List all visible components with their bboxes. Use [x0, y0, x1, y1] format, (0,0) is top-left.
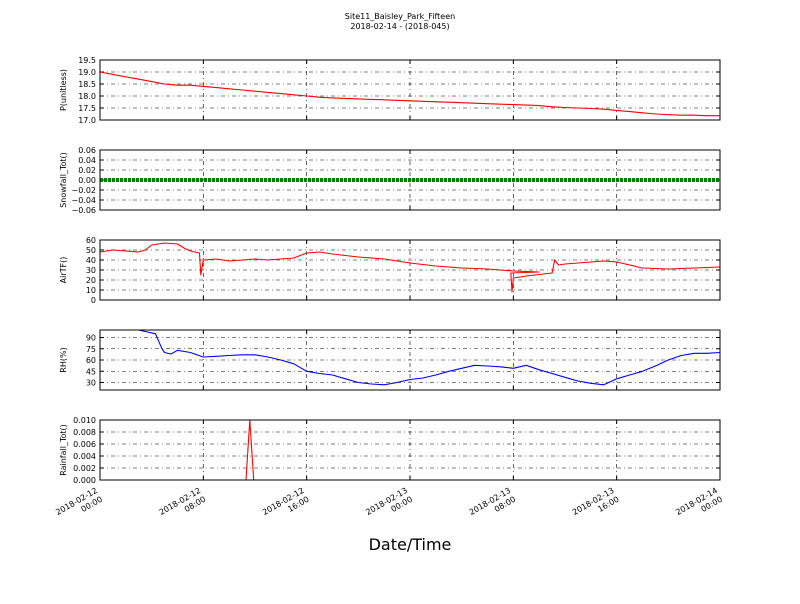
y-tick-label: 60 [86, 236, 96, 245]
series-line-4-1 [100, 329, 721, 386]
y-tick-label: 10 [86, 286, 96, 295]
y-tick-label: 0.004 [73, 452, 96, 461]
y-tick-label: 30 [86, 379, 96, 388]
y-tick-label: 0.008 [73, 428, 96, 437]
y-tick-label: 0.010 [73, 416, 96, 425]
y-axis-label: Rainfall_Tot() [59, 424, 68, 476]
chart-panel-1: 17.0 17.5 18.0 18.5 19.0 19.5 P(unitless) [59, 56, 721, 125]
y-axis-label: RH(%) [59, 347, 68, 372]
y-axis-label: P(unitless) [59, 69, 68, 111]
y-tick-label: 45 [86, 367, 96, 376]
y-tick-label: 50 [86, 246, 96, 255]
series-line-1-1 [99, 71, 720, 117]
y-tick-label: 19.5 [78, 56, 96, 65]
series-line-3-1 [99, 242, 721, 293]
chart-panel-5: 0.000 0.002 0.004 0.006 0.008 0.010 Rainfall_T… [59, 416, 721, 485]
y-tick-label: −0.06 [71, 206, 96, 215]
y-tick-label: 17.5 [78, 104, 96, 113]
y-tick-label: 19.0 [78, 68, 96, 77]
chart-panel-2: −0.06−0.04−0.020.000.020.040.06 Snowfall_… [59, 146, 721, 215]
y-axis-label: Snowfall_Tot() [59, 152, 68, 208]
y-tick-label: 40 [86, 256, 96, 265]
y-tick-label: 0.00 [78, 176, 96, 185]
y-tick-label: 18.5 [78, 80, 96, 89]
y-tick-label: 0.000 [73, 476, 96, 485]
y-tick-label: 0 [91, 296, 96, 305]
y-tick-label: 60 [86, 356, 96, 365]
y-tick-label: 0.04 [78, 156, 96, 165]
chart-title-line2: 2018-02-14 - (2018-045) [350, 22, 449, 31]
y-tick-label: 30 [86, 266, 96, 275]
chart-panel-4: 30 45 60 75 90 RH(%) [59, 329, 721, 391]
y-tick-label: 90 [86, 334, 96, 343]
y-tick-label: 0.002 [73, 464, 96, 473]
y-tick-label: 75 [86, 345, 96, 354]
y-tick-label: −0.02 [71, 186, 96, 195]
chart-title-line1: Site11_Baisley_Park_Fifteen [345, 12, 455, 21]
y-tick-label: 20 [86, 276, 96, 285]
y-tick-label: 0.006 [73, 440, 96, 449]
y-axis-label: AirTF() [59, 257, 68, 284]
y-tick-label: 17.0 [78, 116, 96, 125]
y-tick-label: 0.06 [78, 146, 96, 155]
y-tick-label: 0.02 [78, 166, 96, 175]
y-tick-label: 18.0 [78, 92, 96, 101]
x-axis-label: Date/Time [369, 535, 452, 554]
y-tick-label: −0.04 [71, 196, 96, 205]
